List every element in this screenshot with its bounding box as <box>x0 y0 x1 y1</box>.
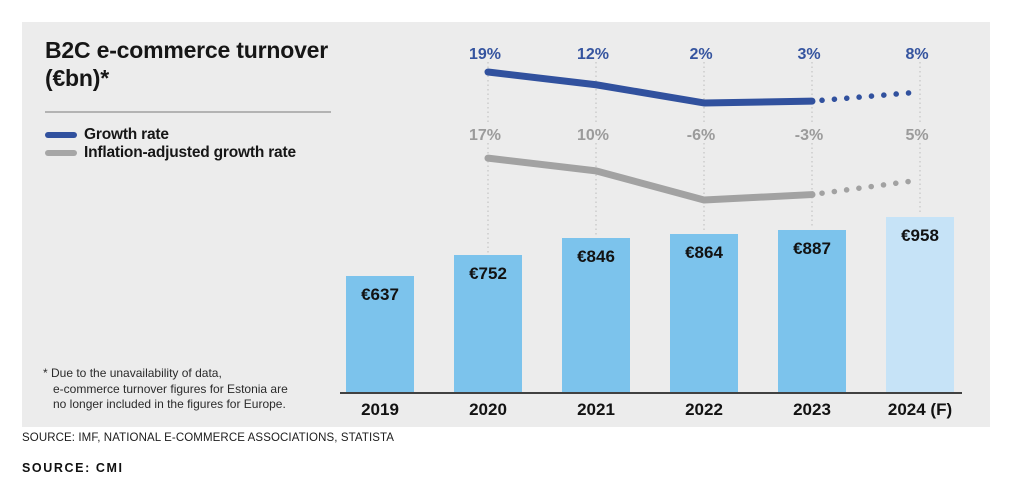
bar <box>346 276 414 392</box>
x-axis-label: 2021 <box>577 400 615 419</box>
bar <box>454 255 522 392</box>
growth-rate-pct-label: 2% <box>689 46 712 63</box>
inflation-pct-label: -6% <box>687 127 715 144</box>
inflation-pct-label: -3% <box>795 127 823 144</box>
footnote-line-2: e-commerce turnover figures for Estonia … <box>53 381 288 396</box>
inflation-pct-label: 5% <box>905 127 928 144</box>
bar-value-label: €864 <box>685 243 723 262</box>
legend-item-inflation-adjusted: Inflation-adjusted growth rate <box>45 144 296 162</box>
source-cmi: SOURCE: CMI <box>22 461 124 475</box>
x-axis-label: 2024 (F) <box>888 400 952 419</box>
growth-rate-pct-label: 3% <box>797 46 820 63</box>
bar <box>670 234 738 392</box>
footnote: * Due to the unavailability of data, e-c… <box>43 366 288 413</box>
bar-value-label: €958 <box>901 226 939 245</box>
bar-value-label: €752 <box>469 264 507 283</box>
legend-item-growth-rate: Growth rate <box>45 126 296 144</box>
inflation-line-forecast-dots <box>819 177 923 196</box>
x-axis-label: 2023 <box>793 400 831 419</box>
page-title: B2C e-commerce turnover (€bn)* <box>45 36 328 92</box>
inflation-line <box>484 154 816 204</box>
source-attribution: SOURCE: IMF, NATIONAL E-COMMERCE ASSOCIA… <box>22 432 395 444</box>
title-line-1: B2C e-commerce turnover <box>45 37 329 63</box>
growth-rate-pct-label: 12% <box>577 46 609 63</box>
inflation-pct-label: 17% <box>469 127 501 144</box>
bar-value-label: €637 <box>361 285 399 304</box>
footnote-line-1: * Due to the unavailability of data, <box>43 366 222 380</box>
inflation-adjusted-line-swatch-icon <box>45 150 77 156</box>
x-axis-label: 2022 <box>685 400 723 419</box>
growth-rate-line-swatch-icon <box>45 132 77 138</box>
x-axis-label: 2019 <box>361 400 399 419</box>
growth-rate-line <box>484 68 816 107</box>
legend-label-inflation-adjusted: Inflation-adjusted growth rate <box>84 144 296 161</box>
growth-rate-pct-label: 19% <box>469 46 501 63</box>
bar <box>778 230 846 392</box>
title-divider <box>45 111 331 113</box>
inflation-pct-label: 10% <box>577 127 609 144</box>
growth-rate-line-forecast-dots <box>819 89 923 104</box>
bar-value-label: €846 <box>577 247 615 266</box>
title-line-2: (€bn)* <box>45 65 109 91</box>
bar-value-label: €887 <box>793 239 831 258</box>
x-axis-label: 2020 <box>469 400 507 419</box>
legend: Growth rate Inflation-adjusted growth ra… <box>45 126 296 162</box>
bar-forecast <box>886 217 954 392</box>
growth-rate-pct-label: 8% <box>905 46 928 63</box>
legend-label-growth-rate: Growth rate <box>84 126 169 143</box>
bar <box>562 238 630 392</box>
footnote-line-3: no longer included in the figures for Eu… <box>53 397 286 411</box>
